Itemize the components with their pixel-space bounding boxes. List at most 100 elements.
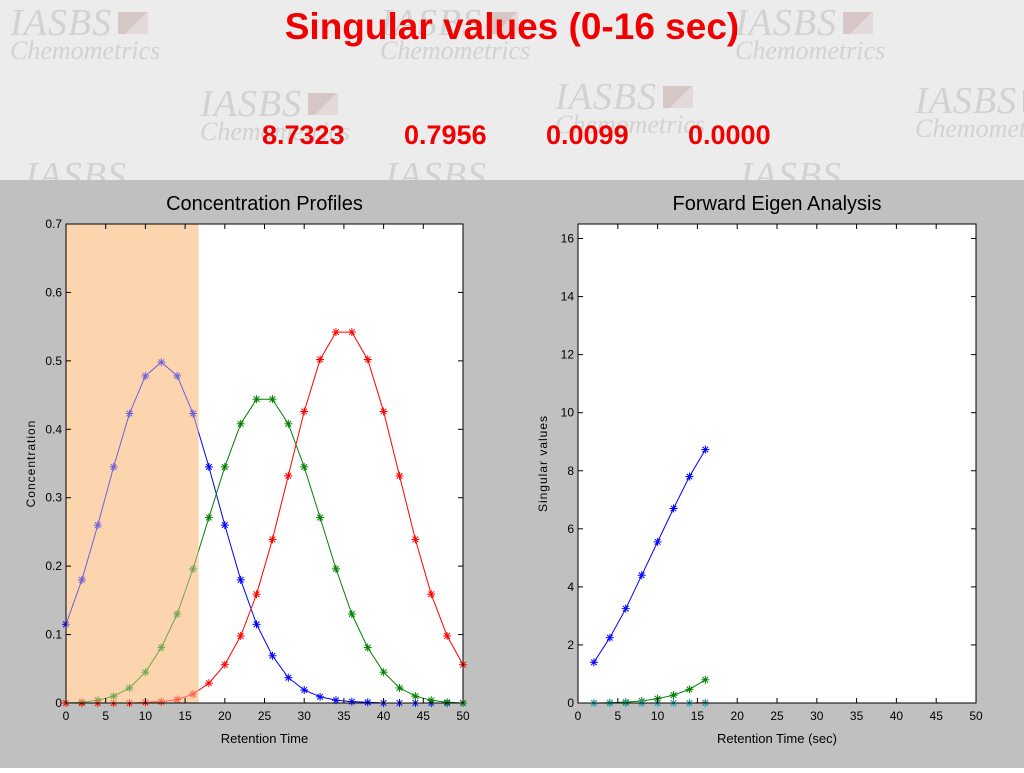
data-point — [380, 668, 388, 676]
chart-title: Concentration Profiles — [166, 193, 363, 215]
y-tick-label: 0.7 — [45, 217, 62, 231]
data-point — [348, 328, 356, 336]
x-tick-label: 10 — [139, 709, 153, 723]
data-point — [316, 693, 324, 701]
x-tick-label: 15 — [691, 709, 705, 723]
data-point — [300, 463, 308, 471]
singular-value-1: 8.7323 — [262, 120, 345, 151]
data-point — [411, 535, 419, 543]
highlight-overlay — [66, 224, 199, 703]
data-point — [395, 472, 403, 480]
x-tick-label: 40 — [890, 709, 904, 723]
x-tick-label: 45 — [930, 709, 944, 723]
y-tick-label: 0.3 — [45, 491, 62, 505]
data-point — [253, 395, 261, 403]
data-point — [284, 420, 292, 428]
data-point — [205, 679, 213, 687]
x-tick-label: 50 — [456, 709, 470, 723]
data-point — [606, 634, 614, 642]
x-tick-label: 25 — [770, 709, 784, 723]
x-tick-label: 25 — [258, 709, 272, 723]
watermark-logo: IASBS — [740, 157, 842, 180]
data-point — [364, 698, 372, 706]
data-point — [348, 610, 356, 618]
x-axis-label: Retention Time (sec) — [717, 731, 837, 746]
data-point — [638, 571, 646, 579]
y-tick-label: 0.1 — [45, 628, 62, 642]
y-tick-label: 16 — [561, 232, 575, 246]
plot-area — [578, 224, 976, 703]
data-point — [670, 504, 678, 512]
x-tick-label: 50 — [969, 709, 983, 723]
data-point — [622, 605, 630, 613]
y-tick-label: 0 — [567, 696, 574, 710]
data-point — [221, 463, 229, 471]
data-point — [316, 514, 324, 522]
chart-title: Forward Eigen Analysis — [673, 193, 882, 215]
y-tick-label: 8 — [567, 464, 574, 478]
y-tick-label: 10 — [561, 406, 575, 420]
x-tick-label: 20 — [731, 709, 745, 723]
y-axis-label: Concentration — [24, 420, 38, 508]
data-point — [364, 355, 372, 363]
data-point — [348, 698, 356, 706]
data-point — [253, 620, 261, 628]
data-point — [221, 521, 229, 529]
page-title: Singular values (0-16 sec) — [0, 6, 1024, 48]
y-tick-label: 0 — [55, 696, 62, 710]
data-point — [670, 691, 678, 699]
x-tick-label: 15 — [178, 709, 192, 723]
data-point — [332, 328, 340, 336]
data-point — [268, 535, 276, 543]
data-point — [205, 514, 213, 522]
data-point — [268, 652, 276, 660]
data-point — [701, 676, 709, 684]
y-tick-label: 14 — [561, 290, 575, 304]
x-tick-label: 5 — [102, 709, 109, 723]
singular-value-4: 0.0000 — [688, 120, 771, 151]
y-tick-label: 0.2 — [45, 559, 62, 573]
data-point — [380, 407, 388, 415]
data-point — [443, 632, 451, 640]
data-point — [443, 698, 451, 706]
y-tick-label: 6 — [567, 522, 574, 536]
y-tick-label: 2 — [567, 638, 574, 652]
x-tick-label: 40 — [377, 709, 391, 723]
x-axis-label: Retention Time — [221, 731, 308, 746]
logo-flag-icon — [663, 86, 693, 108]
data-point — [205, 463, 213, 471]
data-point — [654, 538, 662, 546]
x-tick-label: 30 — [810, 709, 824, 723]
data-point — [411, 692, 419, 700]
data-point — [221, 661, 229, 669]
y-tick-label: 0.4 — [45, 422, 62, 436]
watermark-logo: IASBS — [25, 157, 127, 180]
data-point — [316, 355, 324, 363]
y-tick-label: 0.6 — [45, 285, 62, 299]
x-tick-label: 35 — [337, 709, 351, 723]
x-tick-label: 0 — [575, 709, 582, 723]
data-point — [284, 472, 292, 480]
x-tick-label: 30 — [298, 709, 312, 723]
slide-header: IASBS Chemometrics IASBS Chemometrics IA… — [0, 0, 1024, 180]
data-point — [364, 644, 372, 652]
data-point — [701, 446, 709, 454]
singular-value-2: 0.7956 — [404, 120, 487, 151]
data-point — [332, 565, 340, 573]
y-tick-label: 0.5 — [45, 354, 62, 368]
y-tick-label: 4 — [567, 580, 574, 594]
x-tick-label: 10 — [651, 709, 665, 723]
logo-flag-icon — [308, 93, 338, 115]
y-axis-label: Singular values — [536, 415, 550, 512]
x-tick-label: 45 — [417, 709, 431, 723]
data-point — [268, 395, 276, 403]
data-point — [237, 420, 245, 428]
singular-value-3: 0.0099 — [546, 120, 629, 151]
x-tick-label: 20 — [218, 709, 232, 723]
data-point — [685, 473, 693, 481]
x-tick-label: 5 — [614, 709, 621, 723]
